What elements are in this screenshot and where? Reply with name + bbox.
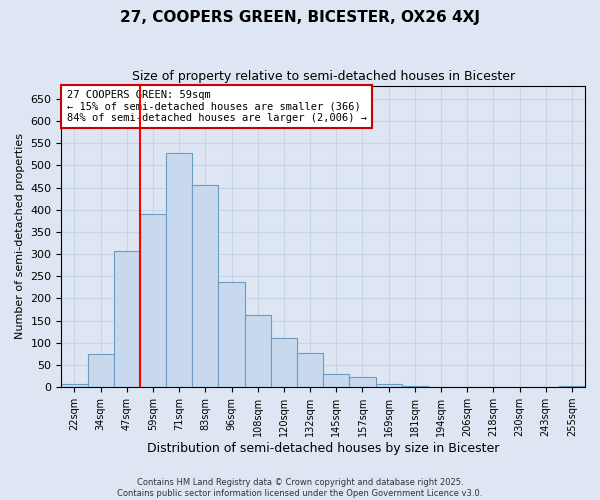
Bar: [193, 186, 218, 387]
Text: Contains HM Land Registry data © Crown copyright and database right 2025.
Contai: Contains HM Land Registry data © Crown c…: [118, 478, 482, 498]
Bar: [349, 378, 376, 387]
Bar: [271, 338, 297, 387]
Bar: [297, 352, 323, 387]
Bar: [376, 384, 402, 387]
Bar: [88, 354, 114, 387]
Bar: [166, 154, 193, 387]
Text: 27 COOPERS GREEN: 59sqm
← 15% of semi-detached houses are smaller (366)
84% of s: 27 COOPERS GREEN: 59sqm ← 15% of semi-de…: [67, 90, 367, 124]
Bar: [218, 282, 245, 387]
X-axis label: Distribution of semi-detached houses by size in Bicester: Distribution of semi-detached houses by …: [147, 442, 499, 455]
Text: 27, COOPERS GREEN, BICESTER, OX26 4XJ: 27, COOPERS GREEN, BICESTER, OX26 4XJ: [120, 10, 480, 25]
Bar: [323, 374, 349, 387]
Bar: [245, 316, 271, 387]
Bar: [402, 386, 428, 387]
Bar: [140, 214, 166, 387]
Title: Size of property relative to semi-detached houses in Bicester: Size of property relative to semi-detach…: [131, 70, 515, 83]
Y-axis label: Number of semi-detached properties: Number of semi-detached properties: [15, 134, 25, 340]
Bar: [559, 386, 585, 387]
Bar: [61, 384, 88, 387]
Bar: [114, 250, 140, 387]
